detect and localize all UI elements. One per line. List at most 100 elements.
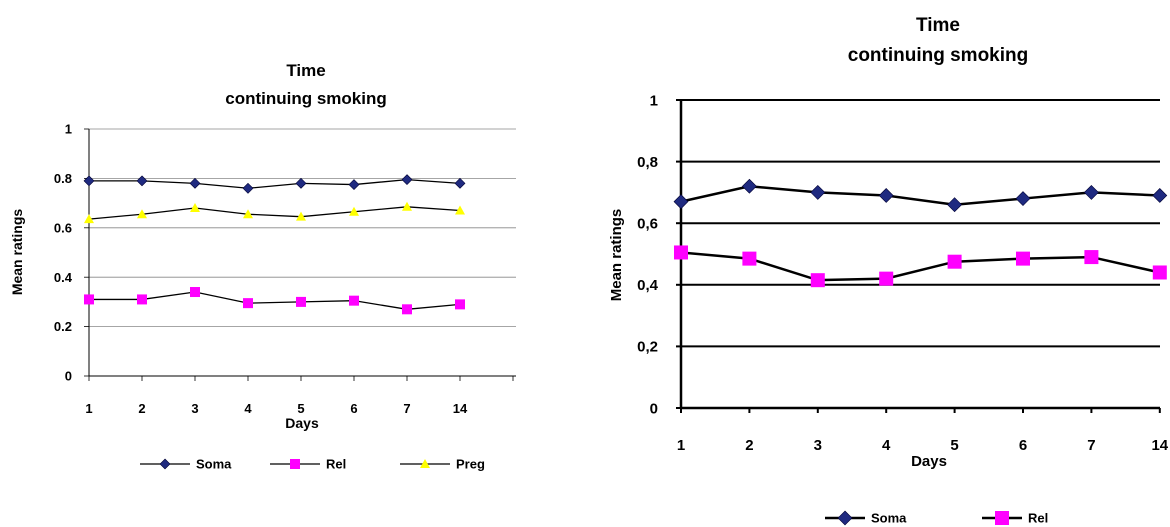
y-axis-label: Mean ratings (608, 209, 625, 302)
series-line (680, 251, 1161, 282)
x-axis-label: Days (285, 415, 319, 431)
data-point (1084, 250, 1099, 265)
series-line (680, 184, 1160, 206)
legend: Soma Rel Preg (140, 457, 485, 472)
data-point (1016, 251, 1030, 266)
data-point (84, 214, 94, 224)
data-point (674, 245, 688, 260)
y-tick-label: 0.2 (54, 319, 72, 334)
data-point (243, 298, 253, 309)
chart-1: Time continuing smoking 0 0.2 0.4 0.6 0.8 1 1 2 3 4… (9, 61, 516, 472)
y-tick-label: 0.8 (54, 171, 72, 186)
data-point (84, 294, 94, 305)
y-tick-label: 0,8 (637, 154, 658, 171)
data-point (349, 206, 359, 216)
data-point (349, 295, 359, 306)
series-soma (673, 178, 1168, 213)
x-tick-label: 1 (85, 401, 92, 416)
data-point (879, 271, 894, 286)
data-point (1152, 188, 1168, 203)
x-tick-label: 14 (453, 401, 468, 416)
x-tick-label: 4 (882, 437, 891, 454)
x-tick-label: 5 (950, 437, 958, 454)
series-line (88, 206, 461, 220)
data-point (190, 287, 200, 298)
data-point (402, 304, 412, 315)
series-rel (84, 287, 465, 315)
y-axis-label: Mean ratings (9, 209, 25, 296)
data-point (810, 273, 825, 288)
y-tick-label: 0,6 (637, 215, 658, 232)
data-point (189, 177, 201, 189)
data-point (947, 254, 962, 269)
data-point (296, 296, 306, 307)
data-point (296, 211, 306, 221)
data-point (401, 174, 413, 186)
x-tick-label: 5 (297, 401, 304, 416)
x-tick-label: 4 (244, 401, 252, 416)
x-tick-label: 3 (814, 437, 822, 454)
chart-2: Time continuing smoking 0 0,2 0,4 0,6 0,8 1 1 2 3 4… (608, 15, 1169, 526)
data-point (242, 182, 254, 194)
legend-label: Soma (871, 511, 907, 526)
legend-label: Rel (1028, 511, 1048, 526)
data-point (1015, 191, 1031, 206)
series-rel (674, 245, 1167, 288)
chart-title-line-2: continuing smoking (225, 89, 387, 108)
legend-marker (290, 459, 300, 469)
data-point (402, 201, 412, 211)
data-point (455, 299, 465, 310)
data-point (1152, 265, 1167, 280)
data-point (83, 175, 95, 187)
legend-item-rel: Rel (270, 457, 346, 472)
y-tick-label: 0,2 (637, 339, 658, 356)
legend-marker (159, 458, 171, 470)
x-tick-label: 14 (1151, 437, 1168, 454)
y-tick-label: 0.6 (54, 220, 72, 235)
legend-item-preg: Preg (400, 457, 485, 472)
legend-marker (420, 459, 430, 468)
x-tick-label: 2 (138, 401, 145, 416)
x-tick-label: 1 (677, 437, 685, 454)
data-point (742, 251, 757, 266)
chart-title-line-1: Time (916, 15, 960, 36)
data-point (295, 177, 307, 189)
series-line (89, 178, 461, 189)
data-point (190, 203, 200, 213)
x-tick-label: 3 (191, 401, 198, 416)
legend: Soma Rel (825, 511, 1048, 526)
data-point (741, 178, 757, 194)
data-point (947, 197, 963, 213)
series-preg (84, 201, 465, 224)
data-point (673, 194, 689, 210)
data-point (137, 209, 147, 219)
data-point (810, 184, 826, 200)
x-tick-label: 2 (745, 437, 753, 454)
data-point (243, 209, 253, 219)
series-soma (83, 174, 466, 194)
data-point (348, 179, 360, 190)
data-point (455, 205, 465, 215)
legend-marker (995, 511, 1009, 525)
data-point (454, 177, 466, 189)
x-tick-label: 7 (403, 401, 410, 416)
y-tick-label: 1 (650, 92, 658, 109)
legend-item-rel: Rel (982, 511, 1048, 526)
x-tick-label: 6 (350, 401, 357, 416)
legend-item-soma: Soma (140, 457, 232, 472)
legend-label: Rel (326, 457, 346, 472)
legend-marker (837, 510, 853, 526)
legend-label: Preg (456, 457, 485, 472)
x-tick-label: 6 (1019, 437, 1027, 454)
chart-title-line-1: Time (286, 61, 325, 80)
chart-title-line-2: continuing smoking (848, 45, 1029, 66)
y-tick-label: 0 (65, 369, 72, 384)
x-tick-label: 7 (1087, 437, 1095, 454)
y-tick-label: 0.4 (54, 270, 73, 285)
data-point (137, 294, 147, 305)
y-tick-label: 1 (65, 122, 72, 137)
data-point (1083, 184, 1099, 200)
y-tick-label: 0 (650, 400, 658, 417)
series-line (89, 291, 461, 310)
